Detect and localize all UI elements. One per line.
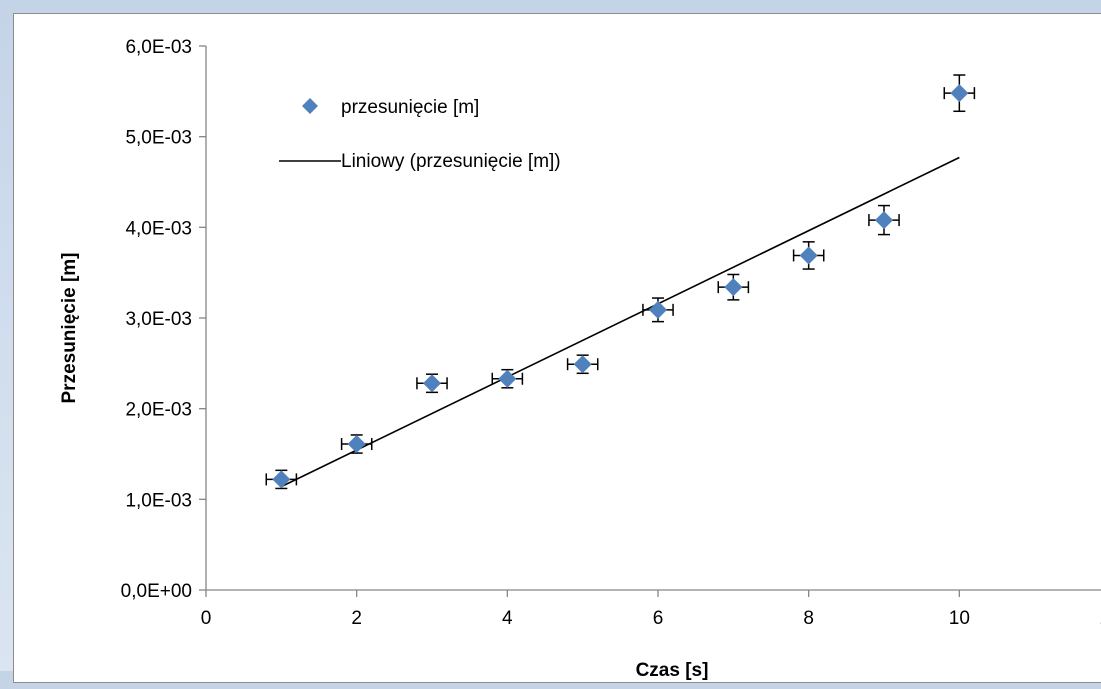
y-tick-label: 6,0E-03 — [125, 37, 192, 58]
data-marker-diamond — [649, 300, 667, 319]
legend: przesunięcie [m] Liniowy (przesunięcie [… — [279, 97, 561, 172]
data-marker-diamond — [724, 278, 743, 297]
data-point — [265, 469, 298, 490]
x-tick-label: 10 — [949, 608, 970, 629]
legend-label-trend: Liniowy (przesunięcie [m]) — [341, 151, 561, 172]
data-point — [642, 297, 674, 323]
data-point — [943, 74, 976, 113]
data-marker-diamond — [272, 470, 291, 489]
data-marker-diamond — [799, 246, 818, 265]
legend-label-series: przesunięcie [m] — [341, 97, 479, 118]
y-tick-label: 3,0E-03 — [125, 309, 192, 330]
trendline — [280, 156, 960, 488]
data-point — [491, 368, 524, 389]
x-tick-label: 6 — [653, 608, 664, 629]
x-tick-label: 0 — [201, 608, 212, 629]
y-tick-label: 0,0E+00 — [121, 581, 192, 602]
axes — [205, 46, 1101, 591]
chart-area: 0,0E+00 1,0E-03 2,0E-03 3,0E-03 4,0E-03 5,0E-… — [13, 13, 1101, 683]
data-point — [416, 373, 448, 394]
data-marker-diamond — [573, 355, 592, 374]
chart-svg: 0,0E+00 1,0E-03 2,0E-03 3,0E-03 4,0E-03 5,0E-… — [59, 37, 1101, 681]
data-point — [717, 273, 750, 301]
data-marker-diamond — [347, 435, 366, 454]
y-tick-label: 4,0E-03 — [125, 218, 192, 239]
y-axis-title: Przesunięcie [m] — [59, 253, 80, 404]
data-marker-diamond — [498, 369, 517, 388]
data-point — [868, 204, 900, 236]
y-tick-label: 2,0E-03 — [125, 400, 192, 421]
data-points — [265, 74, 976, 490]
legend-marker-diamond — [302, 98, 318, 114]
x-tick-label: 2 — [351, 608, 362, 629]
trendline-group — [280, 156, 960, 488]
y-tick-label: 1,0E-03 — [125, 490, 192, 511]
data-marker-diamond — [423, 374, 441, 393]
x-tick-label: 4 — [502, 608, 513, 629]
x-tick-label: 12 — [1099, 608, 1101, 629]
data-marker-diamond — [950, 84, 969, 103]
data-point — [340, 434, 373, 454]
data-point — [566, 354, 599, 375]
data-marker-diamond — [875, 211, 893, 230]
y-tick-label: 5,0E-03 — [125, 128, 192, 149]
ticks: 0,0E+00 1,0E-03 2,0E-03 3,0E-03 4,0E-03 5,0E-… — [121, 37, 1101, 629]
x-tick-label: 8 — [803, 608, 814, 629]
data-point — [792, 241, 825, 270]
